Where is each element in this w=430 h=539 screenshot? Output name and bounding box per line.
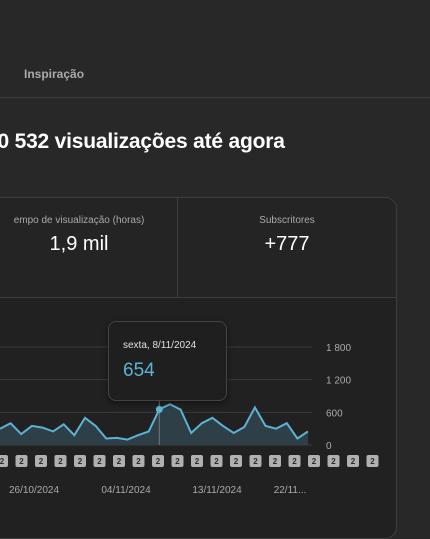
chart-badge[interactable]: 2 [210, 455, 223, 467]
chart-badge-label: 2 [97, 457, 102, 466]
chart-badge[interactable]: 2 [74, 455, 86, 467]
chart-badge-box [152, 455, 164, 467]
chart-badge-box [288, 455, 301, 467]
chart-badge-box [113, 455, 125, 467]
chart-badge[interactable]: 2 [15, 455, 28, 467]
chart-badge[interactable]: 2 [347, 455, 359, 467]
y-tick-label: 0 [326, 441, 332, 452]
chart-badge-label: 2 [370, 457, 375, 466]
chart-line [0, 403, 309, 441]
x-tick-label: 13/11/2024 [192, 485, 242, 496]
chart-badge-label: 2 [117, 457, 122, 466]
chart-badge-label: 2 [351, 457, 356, 466]
chart-badge-box [308, 455, 320, 467]
chart-badge[interactable]: 2 [132, 455, 145, 467]
chart-badge[interactable]: 2 [152, 455, 164, 467]
chart-badge-label: 2 [19, 457, 24, 466]
x-tick-label: 22/11... [274, 485, 307, 496]
tab-bar: Inspiração [0, 0, 430, 98]
tab-inspiracao[interactable]: Inspiração [24, 67, 85, 81]
views-chart[interactable]: 1 800 1 200 600 0 2 2 2 2 2 2 2 2 2 2 2 2 2 2 2 2 2 2 2 2 26/1… [0, 0, 430, 516]
chart-badge-label: 2 [156, 457, 161, 466]
metric-value: 1,9 mil [49, 233, 109, 255]
chart-badge-box [35, 455, 47, 467]
chart-badge[interactable]: 2 [288, 455, 301, 467]
page-title: 30 532 visualizações até agora [0, 130, 285, 153]
chart-badge-label: 2 [58, 457, 63, 466]
chart-tooltip: sexta, 8/11/2024 654 [108, 321, 227, 401]
chart-badge[interactable]: 2 [54, 455, 67, 467]
chart-badge[interactable]: 2 [93, 455, 106, 467]
chart-badge-label: 2 [78, 457, 83, 466]
tooltip-date: sexta, 8/11/2024 [123, 340, 197, 351]
tooltip-value: 654 [123, 360, 155, 381]
chart-badge-box [210, 455, 223, 467]
chart-badge-box [93, 455, 106, 467]
chart-badge-label: 2 [234, 457, 239, 466]
chart-badge[interactable]: 2 [191, 455, 203, 467]
chart-badge[interactable]: 2 [35, 455, 47, 467]
chart-area [0, 404, 308, 445]
chart-badge[interactable]: 2 [366, 455, 379, 467]
x-tick-label: 04/11/2024 [101, 485, 151, 496]
chart-badge[interactable]: 2 [0, 455, 8, 467]
chart-badge-label: 2 [39, 457, 44, 466]
chart-badge-box [15, 455, 28, 467]
metric-label: Subscritores [259, 215, 315, 226]
chart-badge-label: 2 [175, 457, 180, 466]
chart-badge-label: 2 [331, 457, 336, 466]
y-tick-label: 1 200 [326, 376, 351, 387]
metric-value: +777 [264, 233, 310, 255]
chart-badge-label: 2 [214, 457, 219, 466]
metric-divider [177, 198, 178, 297]
chart-badge-box [366, 455, 379, 467]
chart-badge[interactable]: 2 [230, 455, 242, 467]
chart-badge-box [191, 455, 203, 467]
chart-badge-label: 2 [253, 457, 258, 466]
y-tick-label: 1 800 [326, 343, 351, 354]
chart-badge[interactable]: 2 [269, 455, 281, 467]
chart-badge-box [347, 455, 359, 467]
y-tick-label: 600 [326, 408, 343, 419]
chart-badge-box [74, 455, 86, 467]
chart-highlight-point [155, 405, 163, 413]
chart-badge[interactable]: 2 [171, 455, 184, 467]
chart-badge-label: 2 [136, 457, 141, 466]
x-tick-label: 26/10/2024 [9, 485, 59, 496]
chart-badge-label: 2 [195, 457, 200, 466]
chart-badge-box [54, 455, 67, 467]
chart-badge-box [230, 455, 242, 467]
chart-badge[interactable]: 2 [327, 455, 340, 467]
chart-badge-label: 2 [292, 457, 297, 466]
chart-badge[interactable]: 2 [308, 455, 320, 467]
metrics-row: empo de visualização (horas) 1,9 mil Sub… [0, 198, 396, 298]
chart-badge-box [0, 455, 8, 467]
chart-badge-box [132, 455, 145, 467]
chart-badge[interactable]: 2 [113, 455, 125, 467]
metric-watch-time[interactable]: empo de visualização (horas) 1,9 mil [0, 198, 177, 297]
chart-badge-label: 2 [312, 457, 317, 466]
chart-badge[interactable]: 2 [249, 455, 262, 467]
chart-badge-box [327, 455, 340, 467]
chart-badge-box [171, 455, 184, 467]
chart-badge-box [269, 455, 281, 467]
chart-badge-box [249, 455, 262, 467]
metric-label: empo de visualização (horas) [13, 215, 145, 226]
chart-badge-label: 2 [0, 457, 5, 466]
metric-subscribers[interactable]: Subscritores +777 [178, 198, 396, 297]
chart-badge-label: 2 [273, 457, 278, 466]
